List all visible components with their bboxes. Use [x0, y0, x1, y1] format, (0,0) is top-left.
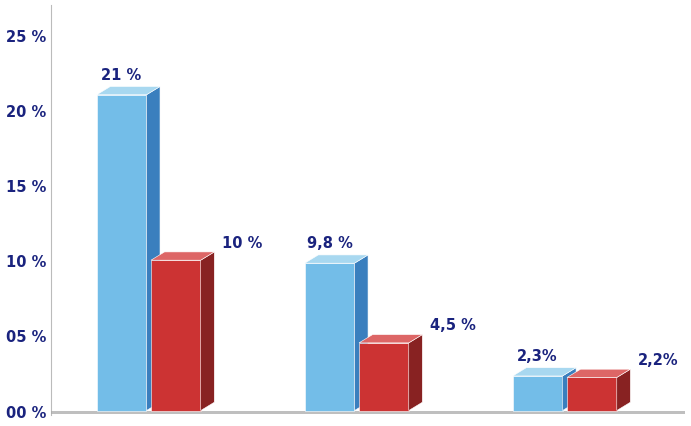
Polygon shape: [409, 335, 422, 411]
Polygon shape: [359, 343, 409, 411]
Polygon shape: [354, 255, 368, 411]
Polygon shape: [562, 368, 576, 411]
Text: 9,8 %: 9,8 %: [307, 236, 352, 251]
Polygon shape: [200, 252, 214, 411]
Polygon shape: [567, 377, 617, 411]
Polygon shape: [567, 369, 630, 377]
Text: 10 %: 10 %: [222, 235, 262, 250]
Polygon shape: [97, 95, 146, 411]
Text: 4,5 %: 4,5 %: [430, 318, 475, 333]
Polygon shape: [146, 87, 160, 411]
Polygon shape: [617, 369, 630, 411]
Text: 21 %: 21 %: [102, 68, 142, 83]
Polygon shape: [359, 335, 422, 343]
Polygon shape: [151, 261, 200, 411]
Text: 2,2%: 2,2%: [638, 352, 678, 367]
Polygon shape: [52, 411, 691, 414]
Polygon shape: [513, 376, 562, 411]
Polygon shape: [305, 264, 354, 411]
Polygon shape: [151, 252, 214, 261]
Polygon shape: [97, 87, 160, 95]
Polygon shape: [305, 255, 368, 264]
Text: 2,3%: 2,3%: [518, 348, 558, 363]
Polygon shape: [513, 368, 576, 376]
